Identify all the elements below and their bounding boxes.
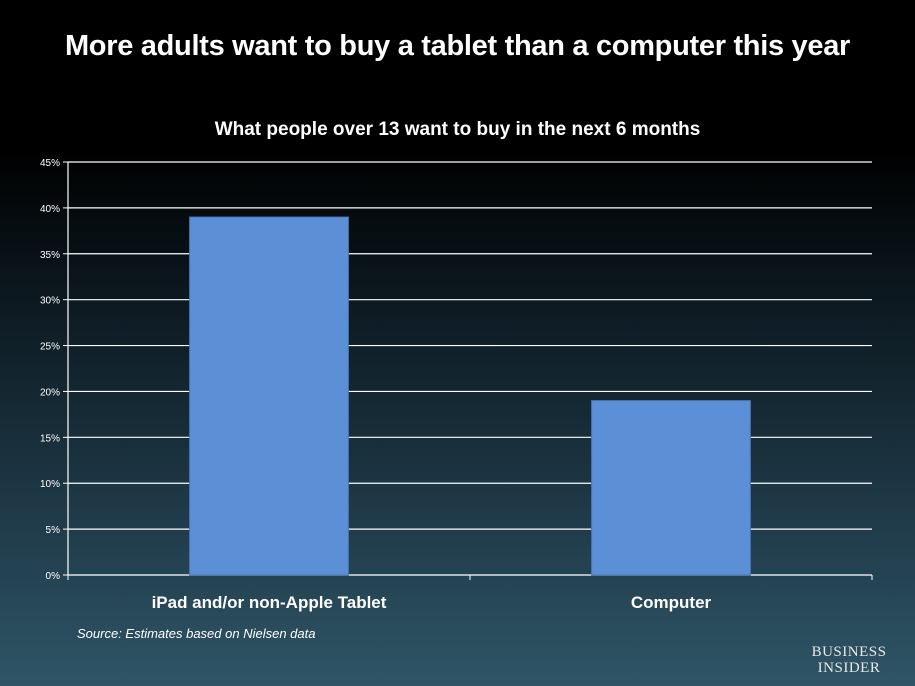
y-tick-label: 25% (40, 342, 60, 353)
y-tick-label: 15% (40, 433, 60, 444)
y-tick-label: 35% (40, 250, 60, 261)
business-insider-logo: BUSINESS INSIDER (811, 644, 887, 676)
chart-subtitle: What people over 13 want to buy in the n… (214, 119, 701, 140)
y-tick-label: 40% (40, 204, 60, 215)
x-category-label: Computer (631, 593, 712, 612)
y-tick-label: 5% (46, 525, 61, 536)
x-category-label: iPad and/or non-Apple Tablet (152, 593, 387, 612)
y-tick-label: 10% (40, 479, 60, 490)
y-tick-label: 45% (40, 158, 60, 169)
y-tick-label: 30% (40, 296, 60, 307)
bar (591, 400, 751, 576)
y-tick-label: 0% (46, 571, 61, 582)
chart-title: More adults want to buy a tablet than a … (64, 30, 851, 62)
bar (189, 216, 349, 576)
y-tick-label: 20% (40, 387, 60, 398)
source-note: Source: Estimates based on Nielsen data (77, 626, 316, 641)
